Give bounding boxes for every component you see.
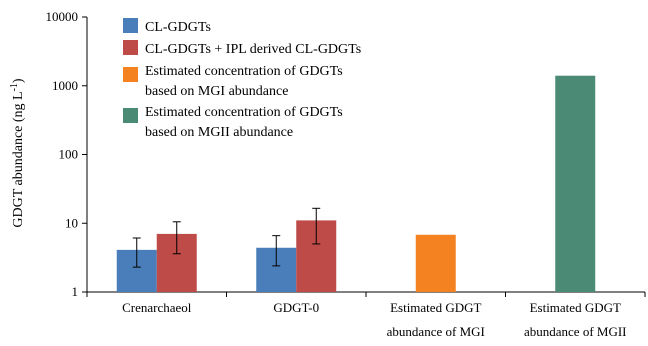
x-category-label: Estimated GDGT	[530, 300, 621, 315]
error-bars	[132, 207, 321, 268]
bar	[415, 234, 456, 292]
x-category-label: Crenarchaeol	[122, 300, 192, 315]
bar	[555, 75, 596, 292]
legend-label: CL-GDGTs + IPL derived CL-GDGTs	[145, 42, 361, 57]
legend-swatch	[123, 40, 138, 55]
legend-label: CL-GDGTs	[145, 20, 211, 35]
y-tick-label: 1	[72, 284, 79, 299]
y-axis-title: GDGT abundance (ng L-1)	[9, 78, 27, 228]
legend-label: Estimated concentration of GDGTs	[145, 64, 343, 79]
x-category-label: Estimated GDGT	[390, 300, 481, 315]
y-tick-label: 10	[65, 215, 78, 230]
x-category-label: GDGT-0	[273, 300, 319, 315]
axes: 1 10 100 1000 10000 Crenarchaeol GDGT-0 Estimat…	[46, 9, 646, 339]
legend-swatch	[123, 108, 138, 123]
y-tick-label: 10000	[46, 9, 79, 24]
x-category-label: abundance of MGI	[387, 324, 485, 339]
legend-label: Estimated concentration of GDGTs	[145, 105, 343, 120]
legend-label: based on MGI abundance	[145, 84, 288, 99]
y-tick-label: 1000	[52, 78, 78, 93]
legend: CL-GDGTs CL-GDGTs + IPL derived CL-GDGTs E…	[123, 18, 361, 140]
y-tick-label: 100	[59, 147, 79, 162]
legend-label: based on MGII abundance	[145, 125, 293, 140]
x-category-label: abundance of MGII	[524, 324, 627, 339]
bars	[116, 75, 596, 292]
legend-swatch	[123, 67, 138, 82]
legend-swatch	[123, 18, 138, 33]
